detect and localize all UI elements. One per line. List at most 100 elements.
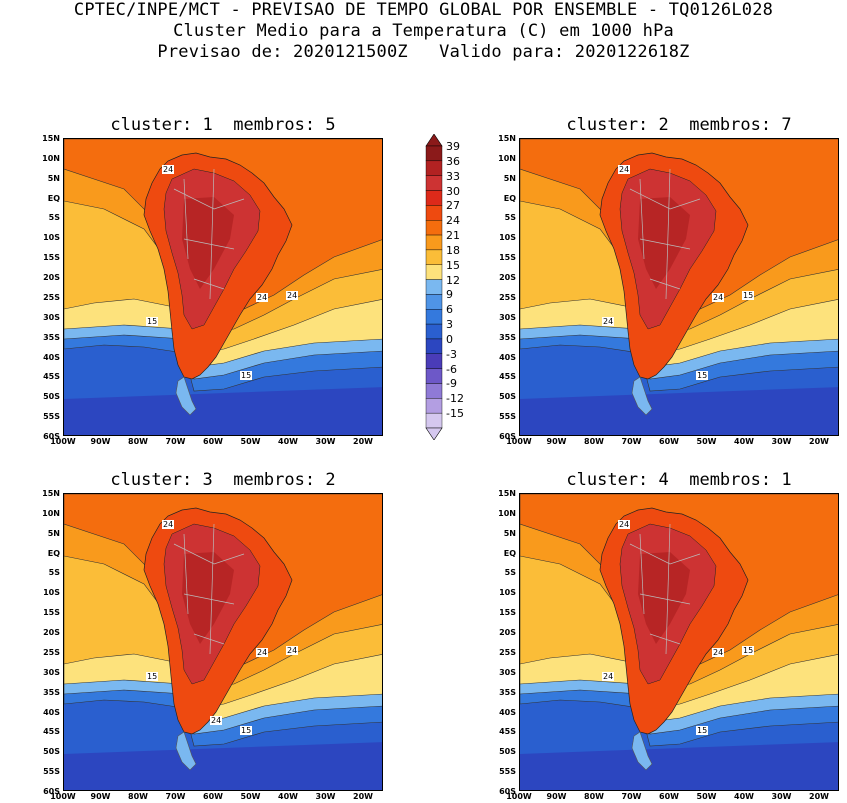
colorbar-label: 3 [446,318,453,332]
contour-label: 15 [240,726,253,735]
latitude-tick-label: 20S [499,273,516,283]
colorbar-swatch [425,353,443,369]
country-border [209,168,215,300]
longitude-tick-label: 80W [128,437,148,446]
latitude-tick-label: 10S [43,588,60,598]
colorbar-label: -3 [446,347,457,361]
temperature-field [64,139,382,435]
contour-label: 24 [286,646,299,655]
longitude-tick-label: 20W [353,437,373,446]
contour-label: 15 [146,672,159,681]
latitude-tick-label: 55S [43,412,60,422]
latitude-tick-label: 5S [504,213,516,223]
country-border [639,178,645,260]
longitude-tick-label: 80W [128,792,148,801]
latitude-tick-label: EQ [503,548,516,558]
cold-band [520,742,838,790]
latitude-tick-label: 50S [43,392,60,402]
colorbar-swatch [425,249,443,265]
latitude-tick-label: 25S [499,647,516,657]
longitude-tick-label: 100W [506,792,532,801]
longitude-tick-label: 70W [621,792,642,801]
country-border [183,178,189,260]
map-panel-4: 24 24 15 24 15 [519,493,839,791]
latitude-tick-label: 15N [498,134,516,143]
contour-label: 24 [162,165,175,174]
country-border [629,188,701,210]
latitude-tick-label: 40S [43,707,60,717]
latitude-tick-label: EQ [47,193,60,203]
latitude-tick-label: 25S [499,292,516,302]
latitude-tick-label: 25S [43,292,60,302]
longitude-tick-label: 30W [315,792,336,801]
country-border [183,593,235,605]
panel-title-2: cluster: 2 membros: 7 [566,115,792,135]
latitude-tick-label: 30S [43,312,60,322]
colorbar-swatch [425,190,443,206]
colorbar-top-arrow [425,133,443,147]
colorbar-label: 33 [446,169,460,183]
colorbar-label: 9 [446,288,453,302]
longitude-tick-label: 90W [90,437,111,446]
latitude-tick-label: 60S [43,787,60,796]
longitude-tick-label: 90W [546,792,567,801]
latitude-tick-label: 15N [42,134,60,143]
latitude-tick-label: 45S [43,372,60,382]
latitude-tick-label: 10S [499,233,516,243]
subtitle: Cluster Medio para a Temperatura (C) em … [173,21,674,41]
longitude-tick-label: 80W [584,437,604,446]
latitude-tick-label: 5S [48,568,60,578]
contour-label: 24 [618,520,631,529]
longitude-tick-label: 70W [165,437,186,446]
longitude-tick-label: 50W [240,792,261,801]
latitude-tick-label: EQ [503,193,516,203]
hottest-region [182,197,234,289]
latitude-tick-label: 60S [499,787,516,796]
latitude-tick-label: 60S [499,432,516,441]
latitude-tick-label: 30S [499,312,516,322]
country-border [649,278,681,290]
country-border [639,593,691,605]
latitude-tick-label: 20S [43,628,60,638]
contour-label: 15 [696,371,709,380]
patagonia-region [175,376,197,416]
colorbar-label: 18 [446,243,460,257]
country-border [665,168,671,300]
country-border [173,543,245,565]
map-panel-3: 24 24 24 15 15 24 [63,493,383,791]
latitude-tick-label: 5N [503,528,516,538]
latitude-tick-label: 5N [47,528,60,538]
longitude-tick-label: 70W [165,792,186,801]
colorbar-label: 0 [446,332,453,346]
forecast-dates: Previsao de: 2020121500Z Valido para: 20… [157,42,690,62]
country-border [209,523,215,655]
temperature-field [64,494,382,790]
country-border [665,523,671,655]
latitude-tick-label: 30S [499,667,516,677]
latitude-tick-label: 50S [499,392,516,402]
latitude-tick-label: 35S [499,687,516,697]
hottest-region [182,552,234,644]
main-title: CPTEC/INPE/MCT - PREVISAO DE TEMPO GLOBA… [73,0,774,20]
latitude-tick-label: 45S [499,372,516,382]
colorbar-label: -9 [446,377,457,391]
colorbar-label: 39 [446,140,460,153]
patagonia-region [175,731,197,771]
latitude-tick-label: 55S [499,412,516,422]
country-border [193,278,225,290]
temperature-field [520,139,838,435]
longitude-tick-label: 40W [734,792,754,801]
cold-band [64,387,382,435]
longitude-tick-label: 80W [584,792,604,801]
colorbar-swatch [425,205,443,221]
contour-label: 24 [618,165,631,174]
cold-band [520,387,838,435]
latitude-tick-label: 35S [43,687,60,697]
longitude-tick-label: 40W [278,437,298,446]
colorbar [424,133,444,441]
longitude-tick-label: 90W [90,792,111,801]
latitude-tick-label: 30S [43,667,60,677]
longitude-tick-label: 30W [771,792,792,801]
latitude-tick-label: 45S [499,727,516,737]
country-border [183,238,235,250]
